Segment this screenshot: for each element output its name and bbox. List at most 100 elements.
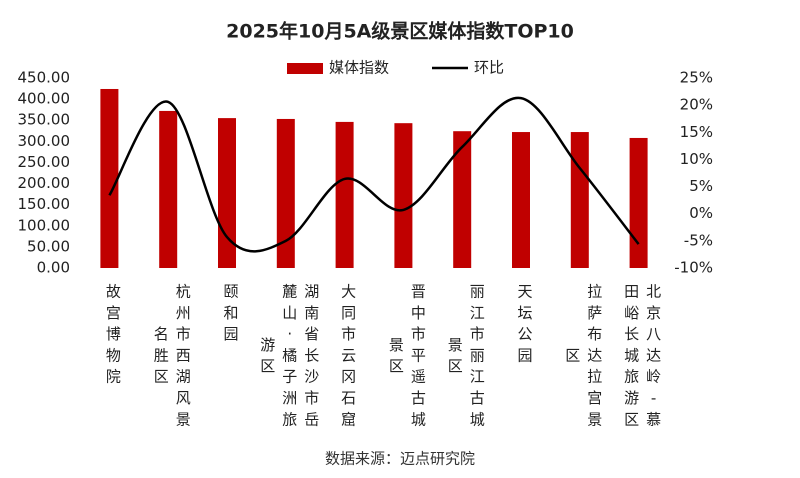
svg-text:湖: 湖	[176, 368, 191, 386]
svg-text:胜: 胜	[154, 346, 169, 364]
svg-text:区: 区	[154, 368, 169, 386]
svg-text:达: 达	[646, 346, 661, 364]
svg-text:市: 市	[411, 325, 426, 343]
svg-text:八: 八	[646, 325, 661, 343]
bar	[100, 88, 119, 268]
y2-tick-label: 25%	[680, 69, 713, 87]
svg-text:晋: 晋	[411, 283, 426, 301]
bar	[629, 137, 648, 268]
y2-tick-label: 15%	[680, 123, 713, 141]
y2-tick-label: -5%	[684, 231, 713, 249]
svg-text:长: 长	[304, 346, 319, 364]
y-tick-label: 300.00	[18, 132, 71, 150]
svg-text:大: 大	[341, 283, 356, 301]
bar	[218, 118, 236, 268]
svg-text:南: 南	[304, 304, 319, 322]
svg-text:布: 布	[587, 325, 602, 343]
y-tick-label: 100.00	[18, 216, 71, 234]
svg-text:山: 山	[282, 304, 297, 322]
svg-text:游: 游	[260, 336, 275, 354]
svg-text:颐: 颐	[223, 283, 238, 301]
bar	[570, 132, 589, 268]
svg-text:洲: 洲	[282, 389, 297, 407]
svg-text:拉: 拉	[587, 283, 602, 301]
svg-text:达: 达	[587, 346, 602, 364]
svg-text:市: 市	[341, 325, 356, 343]
y-tick-label: 50.00	[27, 237, 70, 255]
y2-tick-label: 5%	[689, 177, 713, 195]
svg-text:麓: 麓	[282, 283, 297, 301]
svg-text:-: -	[651, 389, 656, 407]
y-tick-label: 400.00	[18, 90, 71, 108]
svg-text:园: 园	[517, 346, 532, 364]
svg-text:园: 园	[223, 325, 238, 343]
chart-title: 2025年10月5A级景区媒体指数TOP10	[226, 20, 574, 43]
bar	[335, 121, 354, 269]
bar	[159, 110, 178, 268]
svg-text:公: 公	[517, 325, 532, 343]
legend-label: 媒体指数	[329, 59, 389, 77]
svg-text:景: 景	[587, 410, 602, 428]
legend-label: 环比	[474, 59, 504, 77]
bar	[453, 131, 472, 268]
svg-text:子: 子	[282, 368, 297, 386]
svg-text:北: 北	[646, 283, 661, 301]
y-tick-label: 200.00	[18, 174, 71, 192]
svg-text:市: 市	[304, 389, 319, 407]
y-tick-label: 250.00	[18, 153, 71, 171]
y-tick-label: 350.00	[18, 111, 71, 129]
svg-text:中: 中	[411, 304, 426, 322]
svg-text:江: 江	[470, 368, 485, 386]
svg-text:景: 景	[176, 410, 191, 428]
svg-text:冈: 冈	[341, 368, 356, 386]
y2-tick-label: 20%	[680, 96, 713, 114]
svg-text:故: 故	[106, 283, 121, 301]
svg-text:·: ·	[287, 325, 292, 343]
svg-text:旅: 旅	[282, 410, 297, 428]
svg-text:同: 同	[341, 304, 356, 322]
bar	[512, 132, 530, 268]
svg-text:萨: 萨	[587, 304, 602, 322]
svg-text:慕: 慕	[646, 410, 661, 428]
y-tick-label: 450.00	[18, 69, 71, 87]
svg-text:杭: 杭	[176, 283, 191, 301]
y-tick-label: 0.00	[37, 259, 70, 277]
y2-tick-label: 10%	[680, 150, 713, 168]
svg-text:遥: 遥	[411, 368, 426, 386]
svg-text:橘: 橘	[282, 346, 297, 364]
svg-text:博: 博	[106, 325, 121, 343]
svg-text:城: 城	[470, 410, 485, 428]
bar	[394, 123, 413, 268]
svg-text:古: 古	[470, 389, 485, 407]
svg-text:峪: 峪	[624, 304, 639, 322]
x-tick-label: 北京八达岭-慕田峪长城旅游区	[542, 291, 742, 309]
svg-text:丽: 丽	[470, 283, 485, 301]
svg-text:古: 古	[411, 389, 426, 407]
svg-text:窟: 窟	[341, 410, 356, 428]
svg-text:丽: 丽	[470, 346, 485, 364]
svg-text:州: 州	[176, 304, 191, 322]
svg-text:岭: 岭	[646, 368, 661, 386]
svg-text:景: 景	[448, 336, 463, 354]
y2-tick-label: -10%	[674, 259, 713, 277]
svg-text:田: 田	[624, 283, 639, 301]
svg-text:风: 风	[176, 389, 191, 407]
svg-text:区: 区	[448, 357, 463, 375]
y-tick-label: 150.00	[18, 195, 71, 213]
svg-text:和: 和	[223, 304, 238, 322]
y2-tick-label: 0%	[689, 204, 713, 222]
svg-text:西: 西	[176, 346, 191, 364]
legend-swatch	[287, 63, 323, 74]
svg-text:长: 长	[624, 325, 639, 343]
